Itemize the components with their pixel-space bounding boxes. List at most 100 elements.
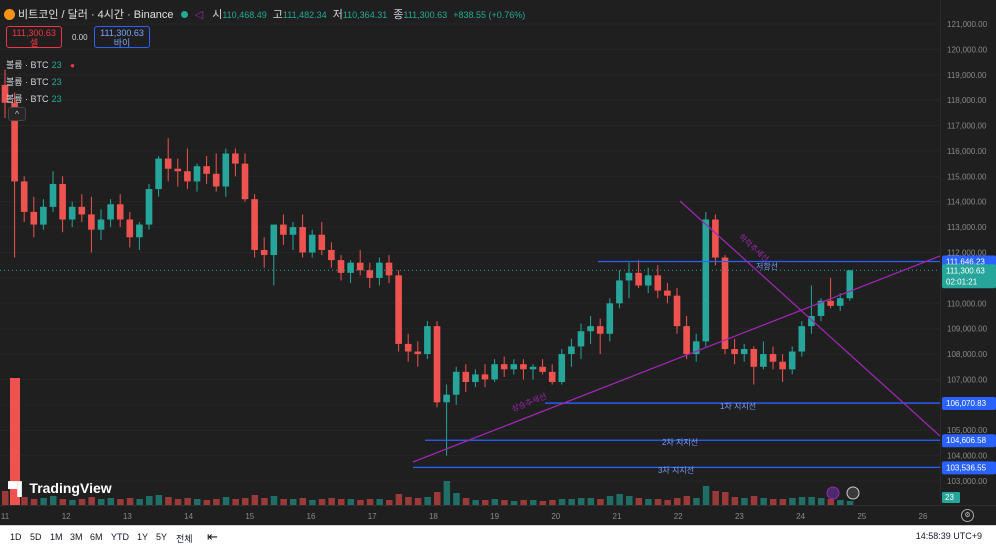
settings-gear-icon[interactable]: ⚙	[961, 509, 974, 522]
buy-label: 바이	[113, 38, 131, 48]
volume-indicator-1[interactable]: 볼륨 · BTC 23 ●	[6, 58, 75, 71]
volume-bar	[558, 499, 566, 505]
collapse-legend-button[interactable]: ^	[8, 107, 26, 121]
symbol-title[interactable]: 비트코인 / 달러 · 4시간 · Binance	[18, 9, 174, 21]
candle-body	[356, 262, 364, 271]
indicator-value: 23	[51, 94, 62, 104]
volume-bar	[472, 500, 479, 505]
candle-body	[769, 354, 777, 362]
candle-body	[184, 171, 191, 182]
tradingview-logo[interactable]: ▀▌ TradingView	[8, 480, 112, 496]
range-5y-button[interactable]: 5Y	[156, 532, 168, 542]
volume-bar	[530, 500, 537, 505]
candle-body	[712, 219, 719, 258]
date-range-icon[interactable]: ⇤	[207, 529, 218, 544]
volume-bar	[136, 499, 143, 505]
candle-body	[606, 303, 614, 334]
candle-body	[433, 326, 441, 403]
time-tick-label: 25	[857, 512, 866, 521]
price-tick-label: 115,000.00	[947, 172, 987, 181]
volume-indicator-3[interactable]: 볼륨 · BTC 23	[6, 92, 62, 105]
clock-display[interactable]: 14:58:39 UTC+9	[915, 531, 982, 541]
candle-body	[251, 199, 258, 250]
volume-bar	[549, 500, 556, 505]
time-tick-label: 14	[184, 512, 193, 521]
volume-bar	[30, 499, 38, 505]
time-tick-label: 19	[490, 512, 499, 521]
signal-icon[interactable]: ◁	[194, 9, 204, 21]
volume-bar	[520, 500, 527, 505]
range-3m-button[interactable]: 3M	[70, 532, 83, 542]
candle-body	[654, 275, 662, 291]
candle-body	[750, 348, 758, 367]
price-axis[interactable]: 121,000.00 120,000.00 119,000.00 118,000.00…	[940, 0, 996, 505]
candle-body	[126, 219, 134, 238]
volume-bar	[174, 499, 182, 505]
support2-badge-bg	[942, 434, 996, 448]
support2-badge-text: 104,606.58	[946, 436, 987, 445]
candle-body	[673, 295, 681, 327]
candle-body	[424, 326, 431, 355]
volume-bar	[808, 497, 815, 505]
tv-logo-icon: ▀▌	[8, 481, 27, 496]
volume-bar	[779, 499, 787, 505]
candle-body	[212, 173, 220, 187]
candle-body	[808, 315, 815, 327]
sell-button[interactable]: 111,300.63 셀	[6, 26, 62, 48]
support1-label: 1차 지지선	[720, 402, 756, 411]
candle-body	[232, 153, 239, 164]
volume-bar	[414, 498, 422, 505]
range-1m-button[interactable]: 1M	[50, 532, 63, 542]
candle-body	[846, 270, 854, 299]
range-all-button[interactable]: 전체	[176, 534, 193, 544]
volume-bar	[155, 495, 163, 505]
buy-button[interactable]: 111,300.63 바이	[94, 26, 150, 48]
candle-body	[222, 153, 230, 187]
time-tick-label: 16	[307, 512, 316, 521]
candle-body	[289, 227, 297, 235]
change-value: +838.55 (+0.76%)	[453, 10, 526, 20]
volume-bar	[635, 498, 643, 505]
volume-bar	[731, 497, 739, 505]
uptrend-line	[412, 255, 941, 463]
range-5d-button[interactable]: 5D	[30, 532, 42, 542]
volume-bar	[846, 501, 854, 505]
volume-bar	[491, 499, 499, 505]
volume-bar	[40, 498, 47, 505]
candle-body	[625, 272, 633, 281]
candle-body	[491, 364, 498, 380]
candle-body	[404, 343, 412, 352]
volume-bar	[750, 496, 758, 505]
volume-indicator-2[interactable]: 볼륨 · BTC 23	[6, 75, 62, 88]
indicator-name: 볼륨 · BTC	[6, 94, 49, 104]
candle-body	[241, 163, 249, 200]
chevron-up-icon: ^	[14, 109, 20, 119]
time-axis[interactable]: 11 12 13 14 15 16 17 18 19 20 21 22 23 24 25 26 ⚙	[0, 505, 996, 526]
time-tick-label: 20	[551, 512, 560, 521]
candle-body	[472, 374, 479, 382]
support2-label: 2차 지지선	[662, 438, 698, 447]
volume-bar	[654, 499, 662, 505]
volume-bar	[693, 498, 700, 505]
volume-bar	[270, 496, 278, 505]
volume-bar	[357, 500, 364, 505]
volume-bar	[21, 497, 28, 505]
range-1d-button[interactable]: 1D	[10, 532, 22, 542]
volume-bar	[664, 500, 671, 505]
volume-bar	[146, 496, 153, 505]
range-6m-button[interactable]: 6M	[90, 532, 103, 542]
candlestick-chart[interactable]: 저항선 1차 지지선 2차 지지선 3차 지지선 상승추세선 하락추세선	[0, 0, 941, 505]
candle-body	[760, 354, 767, 367]
volume-spike-bar	[10, 378, 20, 505]
price-tick-label: 104,000.00	[947, 452, 988, 461]
volume-bar	[645, 499, 652, 505]
range-1y-button[interactable]: 1Y	[137, 532, 149, 542]
volume-bar	[309, 500, 316, 505]
volume-bar	[683, 496, 691, 505]
chart-area[interactable]: 저항선 1차 지지선 2차 지지선 3차 지지선 상승추세선 하락추세선 비트코인 / 달…	[0, 0, 941, 505]
volume-bar	[770, 499, 777, 505]
range-ytd-button[interactable]: YTD	[111, 532, 129, 542]
price-tick-label: 103,000.00	[947, 477, 988, 486]
price-tick-label: 105,000.00	[947, 426, 988, 435]
candle-body	[740, 348, 748, 355]
